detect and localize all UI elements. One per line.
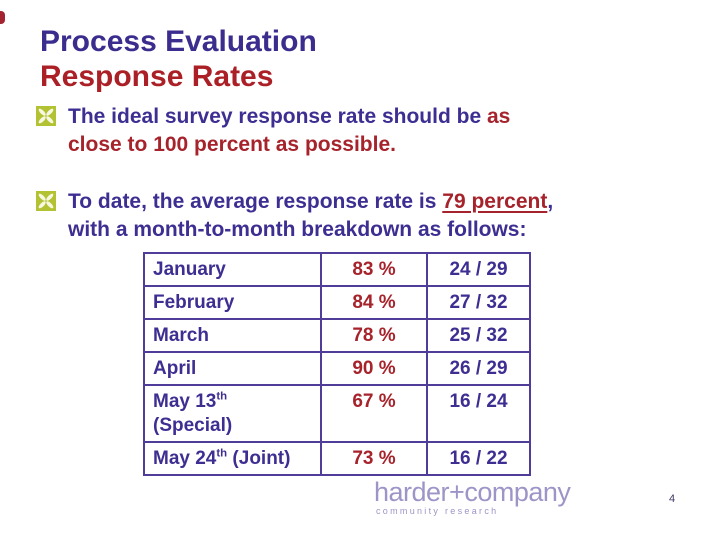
fraction-cell: 26 / 29 bbox=[426, 351, 531, 386]
bullet-1-text-red-line2: close to 100 percent as possible. bbox=[68, 133, 396, 156]
fraction-cell: 24 / 29 bbox=[426, 252, 531, 287]
rate-cell: 78 % bbox=[320, 318, 428, 353]
bullet-2-highlight-79-percent: 79 percent bbox=[442, 190, 548, 213]
rate-cell: 84 % bbox=[320, 285, 428, 320]
month-cell: April bbox=[143, 351, 322, 386]
slide-edge-accent bbox=[0, 11, 5, 24]
fraction-cell: 16 / 24 bbox=[426, 384, 531, 443]
table-row: January 83 % 24 / 29 bbox=[143, 252, 531, 287]
table-row: May 24th (Joint) 73 % 16 / 22 bbox=[143, 441, 531, 476]
bullet-2-text: To date, the average response rate is 79… bbox=[68, 188, 688, 244]
bullet-1-text-purple: The ideal survey response rate should be bbox=[68, 105, 487, 128]
logo-name-text: harder+company bbox=[374, 477, 571, 507]
bullet-item-1: The ideal survey response rate should be… bbox=[36, 103, 688, 159]
table-row: February 84 % 27 / 32 bbox=[143, 285, 531, 320]
pinwheel-bullet-icon bbox=[36, 106, 56, 126]
bullet-2-text-purple-line2: with a month-to-month breakdown as follo… bbox=[68, 218, 527, 241]
bullet-2-text-purple: To date, the average response rate is bbox=[68, 190, 443, 213]
bullet-item-2: To date, the average response rate is 79… bbox=[36, 188, 688, 244]
rate-cell: 83 % bbox=[320, 252, 428, 287]
logo-tagline-text: community research bbox=[376, 506, 499, 516]
rate-cell: 73 % bbox=[320, 441, 428, 476]
table-row: May 13th (Special) 67 % 16 / 24 bbox=[143, 384, 531, 443]
page-number: 4 bbox=[669, 493, 676, 505]
bullet-1-text: The ideal survey response rate should be… bbox=[68, 103, 688, 159]
rate-cell: 67 % bbox=[320, 384, 428, 443]
fraction-cell: 27 / 32 bbox=[426, 285, 531, 320]
month-cell: February bbox=[143, 285, 322, 320]
fraction-cell: 16 / 22 bbox=[426, 441, 531, 476]
month-cell: May 13th (Special) bbox=[143, 384, 322, 443]
title-line-2: Response Rates bbox=[40, 60, 274, 93]
fraction-cell: 25 / 32 bbox=[426, 318, 531, 353]
slide-title: Process Evaluation Response Rates bbox=[40, 24, 317, 94]
bullet-1-text-red: as bbox=[486, 105, 511, 128]
month-cell: May 24th (Joint) bbox=[143, 441, 322, 476]
response-rates-table: January 83 % 24 / 29 February 84 % 27 / … bbox=[143, 252, 531, 476]
rate-cell: 90 % bbox=[320, 351, 428, 386]
title-line-1: Process Evaluation bbox=[40, 25, 317, 58]
pinwheel-bullet-icon bbox=[36, 191, 56, 211]
month-cell: March bbox=[143, 318, 322, 353]
bullet-2-comma: , bbox=[547, 190, 554, 213]
month-cell: January bbox=[143, 252, 322, 287]
table-row: March 78 % 25 / 32 bbox=[143, 318, 531, 353]
harder-company-logo: harder+company community research bbox=[374, 477, 571, 516]
table-row: April 90 % 26 / 29 bbox=[143, 351, 531, 386]
